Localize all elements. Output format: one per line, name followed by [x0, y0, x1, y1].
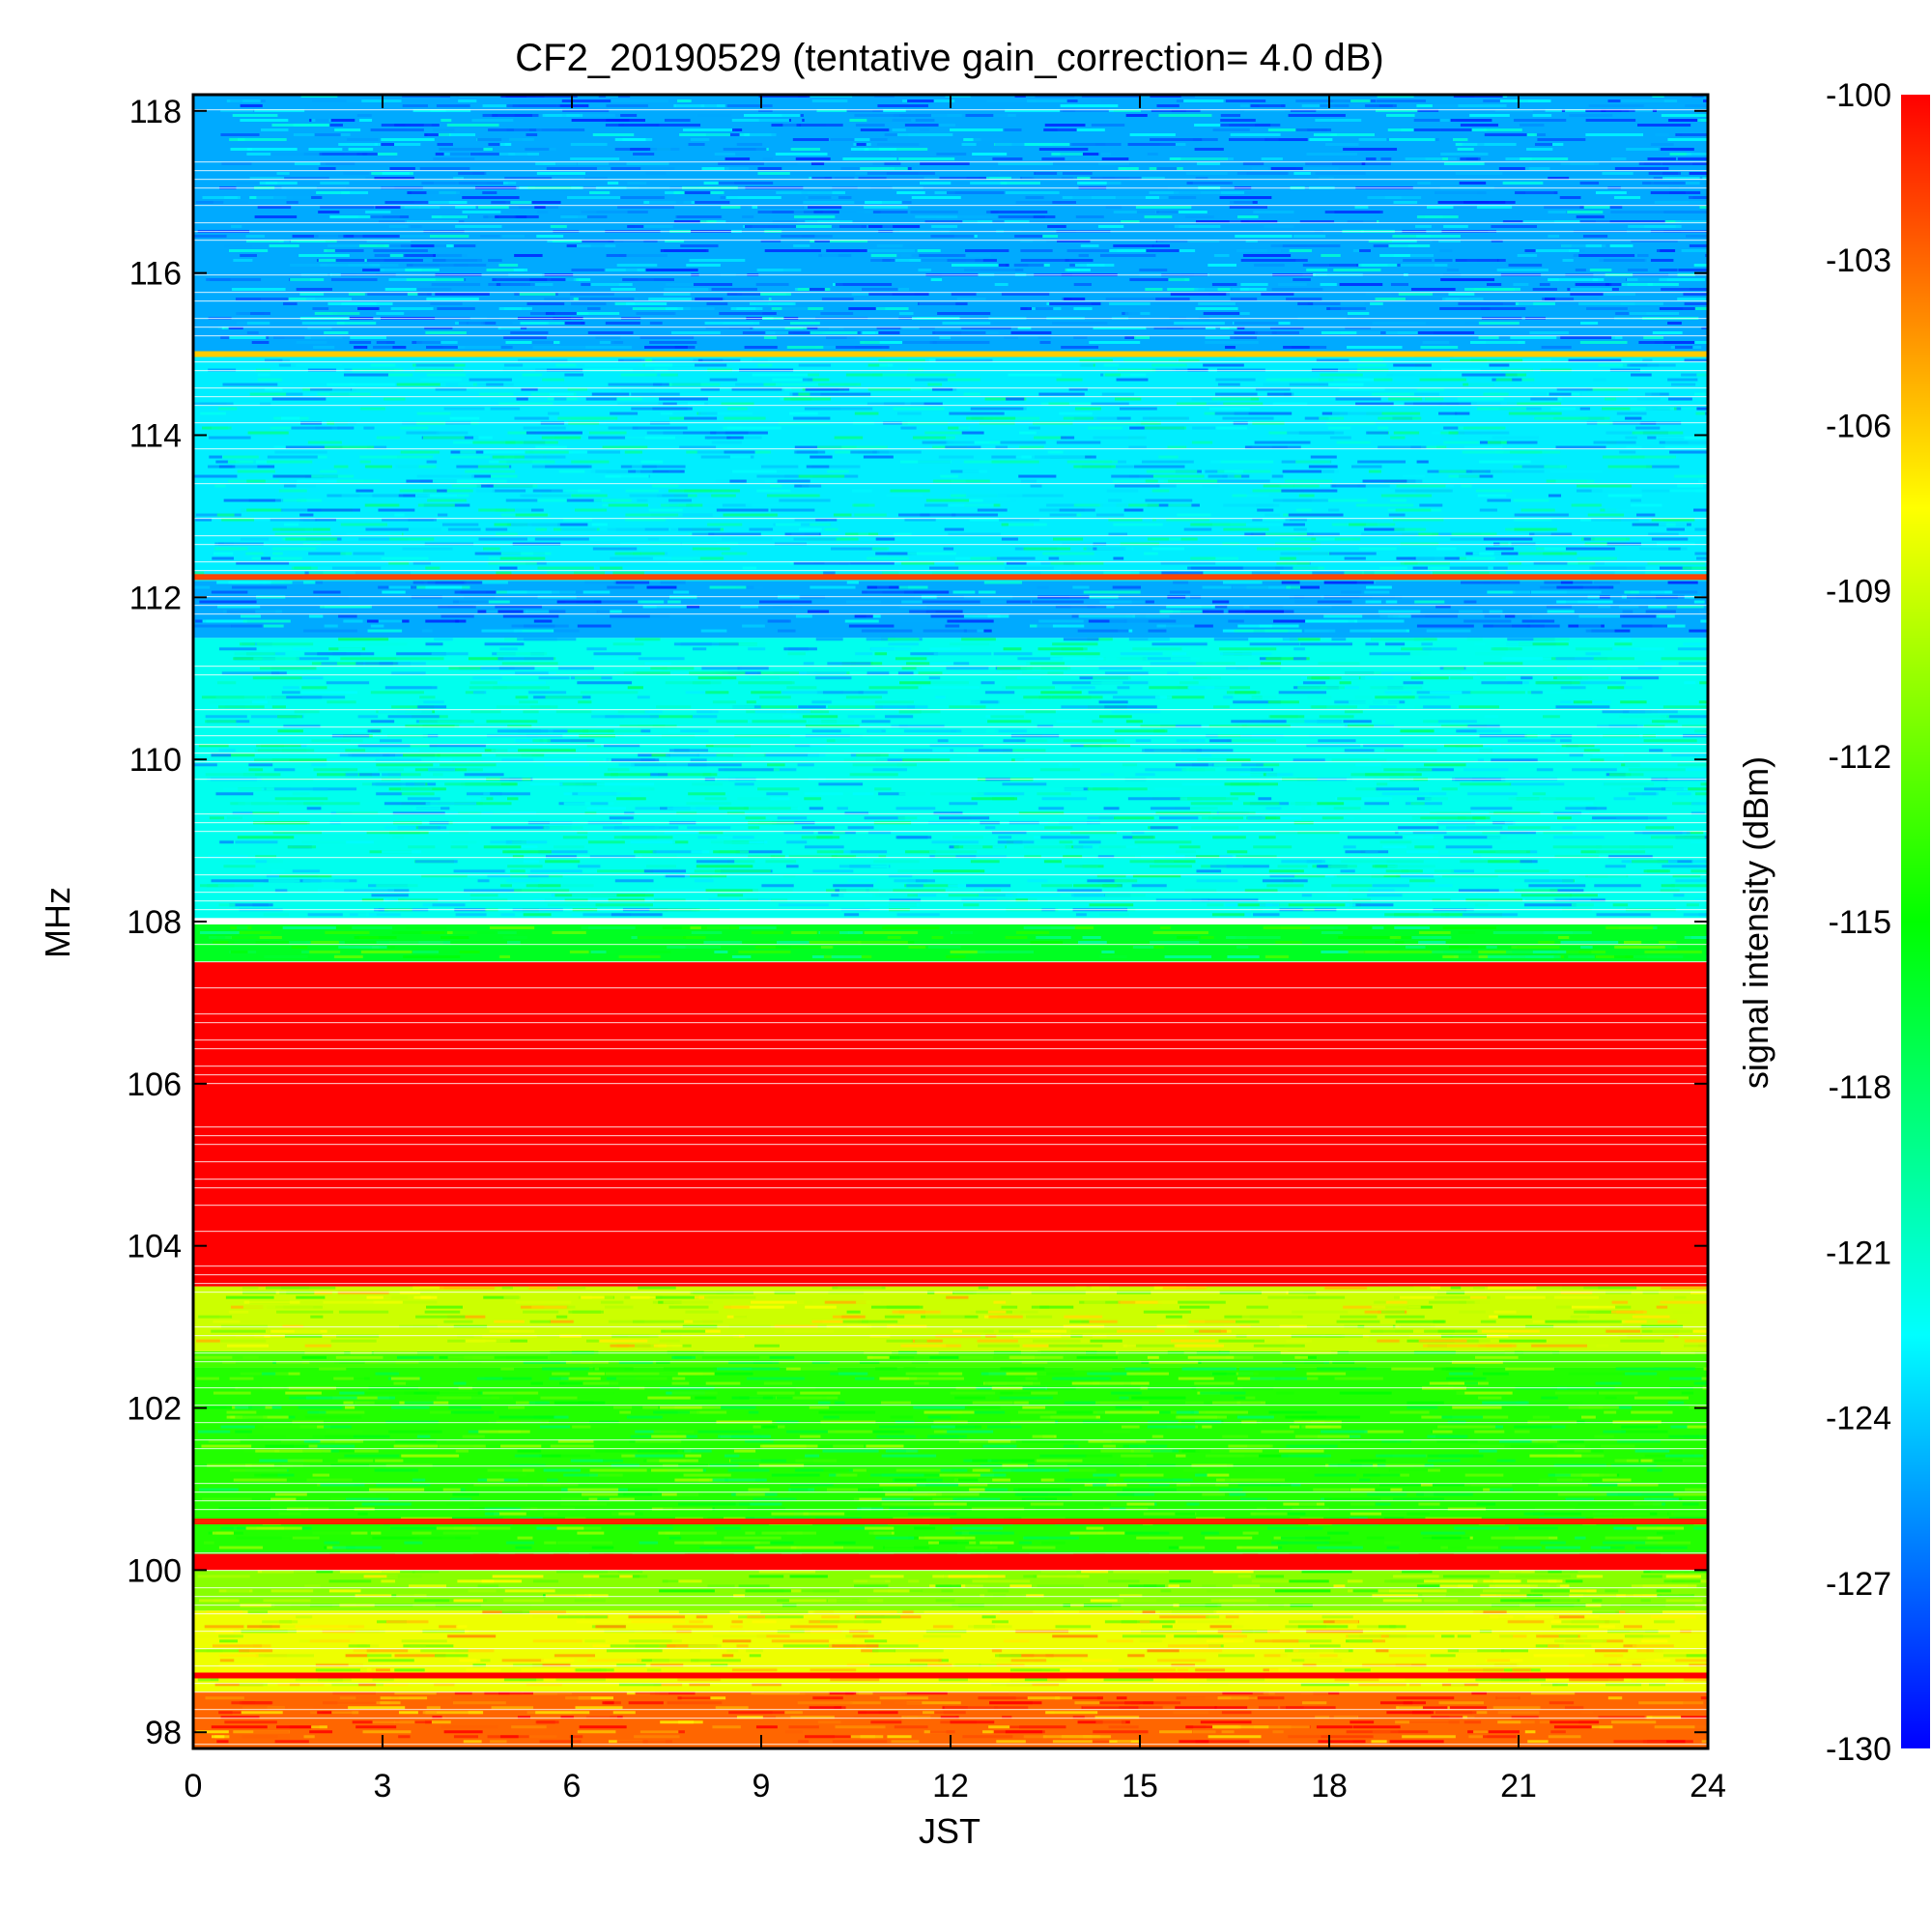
x-tick-label: 6: [563, 1768, 582, 1804]
y-tick-label: 100: [127, 1552, 182, 1589]
y-tick-label: 108: [127, 904, 182, 941]
colorbar-tick-label: -103: [1826, 242, 1891, 279]
band-texture-0: [196, 1691, 1708, 1744]
band-10: [193, 581, 1708, 639]
x-tick-label: 15: [1122, 1768, 1158, 1804]
colorbar-tick-label: -127: [1826, 1566, 1891, 1603]
x-tick-label: 24: [1690, 1768, 1726, 1804]
colorbar-label: signal intensity (dBm): [1736, 756, 1776, 1089]
y-tick-label: 118: [129, 94, 182, 130]
colorbar-tick-label: -106: [1826, 408, 1891, 444]
y-tick-label: 114: [129, 417, 182, 454]
channel-gaps: [193, 109, 1708, 1746]
colorbar-tick-label: -121: [1826, 1235, 1891, 1271]
y-tick-label: 110: [129, 742, 182, 779]
y-tick-116: 116: [129, 256, 1708, 293]
signal-line-5: [193, 919, 1708, 924]
plot-area: [191, 93, 1710, 1750]
x-axis-label: JST: [919, 1811, 980, 1851]
chart-title: CF2_20190529 (tentative gain_correction=…: [515, 37, 1383, 79]
y-tick-106: 106: [127, 1066, 1708, 1103]
y-axis-ticks: 98 100 102 104 106 108 110 112 114 116 118: [127, 94, 1708, 1751]
signal-line-0: [193, 574, 1708, 581]
x-tick-6: 6: [563, 95, 582, 1804]
signal-line-2: [193, 1563, 1708, 1570]
y-tick-label: 98: [145, 1715, 182, 1751]
y-tick-104: 104: [127, 1229, 1708, 1265]
y-tick-118: 118: [129, 94, 1708, 130]
signal-line-4: [193, 1519, 1708, 1525]
x-tick-9: 9: [753, 95, 771, 1804]
colorbar-tick-label: -112: [1828, 739, 1891, 776]
colorbar-tick-label: -130: [1826, 1731, 1891, 1768]
band-12: [193, 95, 1708, 355]
colorbar-tick-label: -118: [1828, 1069, 1891, 1106]
y-tick-label: 116: [129, 256, 182, 293]
x-tick-24: 24: [1690, 95, 1726, 1804]
band-texture-11: [193, 354, 1708, 575]
y-tick-label: 102: [127, 1391, 182, 1428]
x-tick-0: 0: [185, 95, 203, 1804]
band-4: [193, 1367, 1708, 1554]
y-tick-98: 98: [145, 1715, 1708, 1751]
colorbar-tick-label: -115: [1828, 904, 1891, 941]
x-tick-18: 18: [1311, 95, 1348, 1804]
x-tick-label: 9: [753, 1768, 771, 1804]
y-tick-label: 112: [129, 580, 182, 616]
colorbar-tick-label: -100: [1826, 77, 1891, 114]
y-tick-112: 112: [129, 580, 1708, 616]
y-tick-114: 114: [129, 417, 1708, 454]
signal-line-1: [193, 351, 1708, 357]
x-axis-ticks: 0 3 6 9 12 15 18 21 24: [185, 95, 1726, 1804]
band-texture-8: [199, 922, 1708, 958]
signal-line-3: [193, 1672, 1708, 1679]
colorbar-tick-label: -124: [1826, 1401, 1891, 1437]
y-axis-label: MHz: [38, 887, 77, 958]
x-tick-3: 3: [374, 95, 392, 1804]
x-tick-label: 18: [1311, 1768, 1348, 1804]
band-5: [193, 1350, 1708, 1368]
x-tick-label: 0: [185, 1768, 203, 1804]
y-tick-label: 106: [127, 1066, 182, 1103]
y-tick-108: 108: [127, 904, 1708, 941]
y-tick-label: 104: [127, 1229, 182, 1265]
x-tick-15: 15: [1122, 95, 1158, 1804]
y-tick-100: 100: [127, 1552, 1708, 1589]
y-tick-110: 110: [129, 742, 1708, 779]
x-tick-label: 3: [374, 1768, 392, 1804]
x-tick-12: 12: [932, 95, 969, 1804]
x-tick-label: 12: [932, 1768, 969, 1804]
x-tick-label: 21: [1500, 1768, 1537, 1804]
x-tick-21: 21: [1500, 95, 1537, 1804]
colorbar-gradient: [1901, 95, 1930, 1748]
colorbar: -100 -103 -106 -109 -112 -115 -118 -121 -124 -127…: [1826, 77, 1930, 1768]
colorbar-tick-label: -109: [1826, 574, 1891, 611]
y-tick-102: 102: [127, 1391, 1708, 1428]
